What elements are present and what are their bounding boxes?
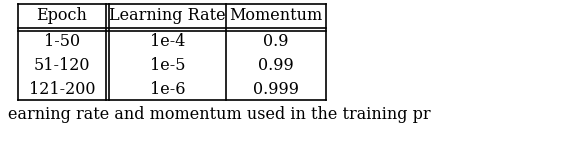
Text: 1e-4: 1e-4 <box>150 33 185 50</box>
Text: earning rate and momentum used in the training pr: earning rate and momentum used in the tr… <box>8 106 431 123</box>
Text: 0.999: 0.999 <box>253 81 299 98</box>
Text: 51-120: 51-120 <box>34 57 90 74</box>
Text: 121-200: 121-200 <box>29 81 95 98</box>
Text: 1-50: 1-50 <box>44 33 80 50</box>
Text: Learning Rate: Learning Rate <box>109 8 226 25</box>
Text: Epoch: Epoch <box>37 8 87 25</box>
Text: 1e-6: 1e-6 <box>150 81 185 98</box>
Text: Momentum: Momentum <box>229 8 322 25</box>
Text: 1e-5: 1e-5 <box>150 57 185 74</box>
Text: 0.99: 0.99 <box>258 57 294 74</box>
Text: 0.9: 0.9 <box>263 33 289 50</box>
